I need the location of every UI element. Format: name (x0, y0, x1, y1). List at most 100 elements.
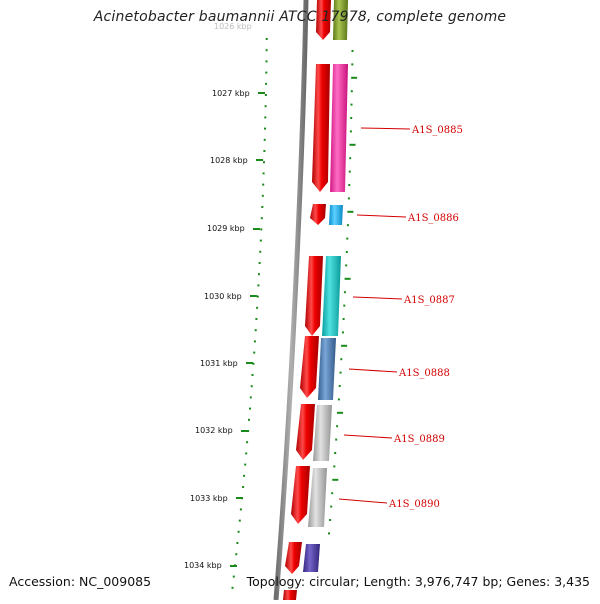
minor-tick-dot (253, 340, 256, 343)
gene-arrow-0885-red (312, 64, 330, 192)
leader-line-0885 (360, 127, 411, 130)
minor-tick-dot (253, 351, 256, 354)
major-tick-1030 (250, 295, 257, 297)
minor-tick-dot (255, 318, 258, 320)
gene-arrow-0886-red (310, 204, 326, 225)
outer-tick-dot (347, 210, 354, 213)
major-tick-1027 (258, 92, 265, 94)
minor-tick-dot (261, 194, 264, 197)
major-tick-1034 (230, 565, 237, 567)
minor-tick-dot (264, 116, 267, 119)
outer-tick-dot (333, 465, 336, 468)
outer-gene-track (303, 0, 348, 572)
gene-label-0886: A1S_0886 (407, 213, 459, 224)
gene-arrow-top-red (316, 0, 331, 40)
outer-tick-dot (345, 251, 348, 253)
outer-tick-dot (350, 117, 353, 119)
tick-label-1027: 1027 kbp (212, 89, 250, 98)
tick-labels: 1026 kbp 1027 kbp 1028 kbp 1029 kbp 1030… (184, 22, 252, 570)
minor-tick-dot (235, 553, 238, 556)
minor-tick-dot (242, 486, 245, 488)
minor-tick-dot (250, 385, 253, 388)
tick-label-1029: 1029 kbp (207, 224, 245, 233)
gene-label-0888: A1S_0888 (398, 368, 450, 379)
tick-label-1032: 1032 kbp (195, 426, 233, 435)
tick-label-1030: 1030 kbp (204, 292, 242, 301)
gene-block-bottom-indigo (303, 544, 320, 572)
gene-arrow-bottom-red (285, 542, 302, 574)
tick-label-1031: 1031 kbp (200, 359, 238, 368)
outer-tick-dot (351, 50, 354, 52)
outer-tick-dot (351, 63, 354, 66)
tick-label-1033: 1033 kbp (190, 494, 228, 503)
minor-tick-dot (265, 60, 268, 63)
gene-arrow-0888-red (300, 336, 319, 398)
major-tick-1028 (256, 159, 263, 161)
outer-tick-dot (330, 505, 333, 508)
tick-label-1028: 1028 kbp (210, 156, 248, 165)
outer-tick-dot (350, 103, 353, 106)
outer-tick-dot (328, 532, 330, 535)
inner-gene-track (283, 0, 331, 600)
major-tick-1032 (241, 430, 248, 432)
minor-tick-dot (243, 474, 246, 477)
outer-tick-dot (334, 452, 337, 454)
minor-tick-dot (246, 441, 249, 444)
leader-line-0890 (338, 498, 388, 504)
gene-block-0889-silver (313, 405, 332, 461)
outer-tick-dot (339, 371, 342, 374)
minor-tick-dot (238, 519, 241, 522)
gene-label-0890: A1S_0890 (388, 499, 440, 510)
outer-tick-dot (348, 184, 351, 186)
tick-label-1026: 1026 kbp (214, 22, 252, 31)
minor-tick-dot (265, 71, 268, 74)
outer-tick-dot (349, 157, 352, 160)
major-tick-1033 (236, 497, 243, 499)
minor-tick-dot (254, 329, 257, 332)
gene-block-0885-magenta (330, 64, 348, 192)
outer-tick-dot (344, 277, 351, 280)
major-ticks (230, 92, 265, 567)
outer-tick-dot (350, 90, 353, 93)
leader-line-0888 (348, 368, 398, 373)
minor-tick-dot (231, 586, 234, 589)
outer-tick-dot (341, 331, 344, 334)
outer-tick-dot (337, 398, 340, 401)
gene-label-0887: A1S_0887 (403, 295, 455, 306)
genome-title: Acinetobacter baumannii ATCC 17978, comp… (93, 9, 507, 25)
gene-leader-lines (338, 127, 411, 504)
gene-block-0888-steelblue (318, 338, 336, 400)
minor-tick-dot (263, 161, 265, 164)
gene-block-0886-skyblue (329, 205, 343, 225)
minor-tick-dot (264, 127, 266, 130)
outer-tick-dot (332, 478, 339, 481)
major-tick-1029 (253, 228, 260, 230)
minor-tick-dot (237, 530, 240, 533)
minor-tick-dot (265, 82, 268, 85)
minor-tick-dot (259, 239, 262, 242)
minor-tick-dot (249, 407, 251, 410)
outer-tick-dot (348, 170, 351, 173)
outer-tick-dot (329, 519, 332, 521)
outer-tick-dot (337, 411, 343, 414)
tick-label-1034: 1034 kbp (184, 561, 222, 570)
minor-tick-dot (265, 38, 268, 40)
leader-line-0886 (356, 214, 407, 218)
minor-tick-dot (261, 206, 264, 208)
outer-dotted-arc (328, 50, 358, 535)
gene-arrow-0889-red (296, 404, 315, 460)
gene-arrow-0890-red (291, 466, 310, 524)
minor-tick-dot (257, 284, 260, 287)
minor-tick-dot (262, 172, 265, 175)
minor-tick-dot (239, 508, 242, 511)
outer-tick-dot (349, 130, 352, 133)
minor-tick-dot (248, 418, 250, 421)
outer-tick-dot (349, 143, 356, 146)
genome-backbone (273, 0, 309, 601)
gene-label-0885: A1S_0885 (411, 125, 463, 136)
minor-tick-dot (263, 150, 266, 152)
minor-tick-dot (256, 295, 259, 298)
outer-tick-dot (346, 224, 349, 227)
minor-tick-dot (245, 452, 248, 455)
